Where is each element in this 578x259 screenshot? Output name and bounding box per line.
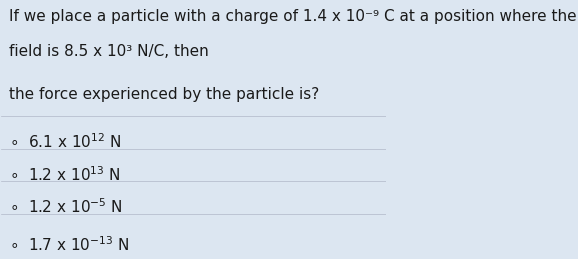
- Text: field is 8.5 x 10³ N/C, then: field is 8.5 x 10³ N/C, then: [9, 44, 209, 59]
- Text: If we place a particle with a charge of 1.4 x 10⁻⁹ C at a position where the ele: If we place a particle with a charge of …: [9, 9, 578, 24]
- Text: $\circ$  1.2 x 10$^{-5}$ N: $\circ$ 1.2 x 10$^{-5}$ N: [9, 198, 123, 216]
- Text: $\circ$  6.1 x 10$^{12}$ N: $\circ$ 6.1 x 10$^{12}$ N: [9, 132, 121, 151]
- Text: $\circ$  1.7 x 10$^{-13}$ N: $\circ$ 1.7 x 10$^{-13}$ N: [9, 235, 129, 254]
- Text: the force experienced by the particle is?: the force experienced by the particle is…: [9, 87, 319, 102]
- Text: $\circ$  1.2 x 10$^{13}$ N: $\circ$ 1.2 x 10$^{13}$ N: [9, 165, 121, 184]
